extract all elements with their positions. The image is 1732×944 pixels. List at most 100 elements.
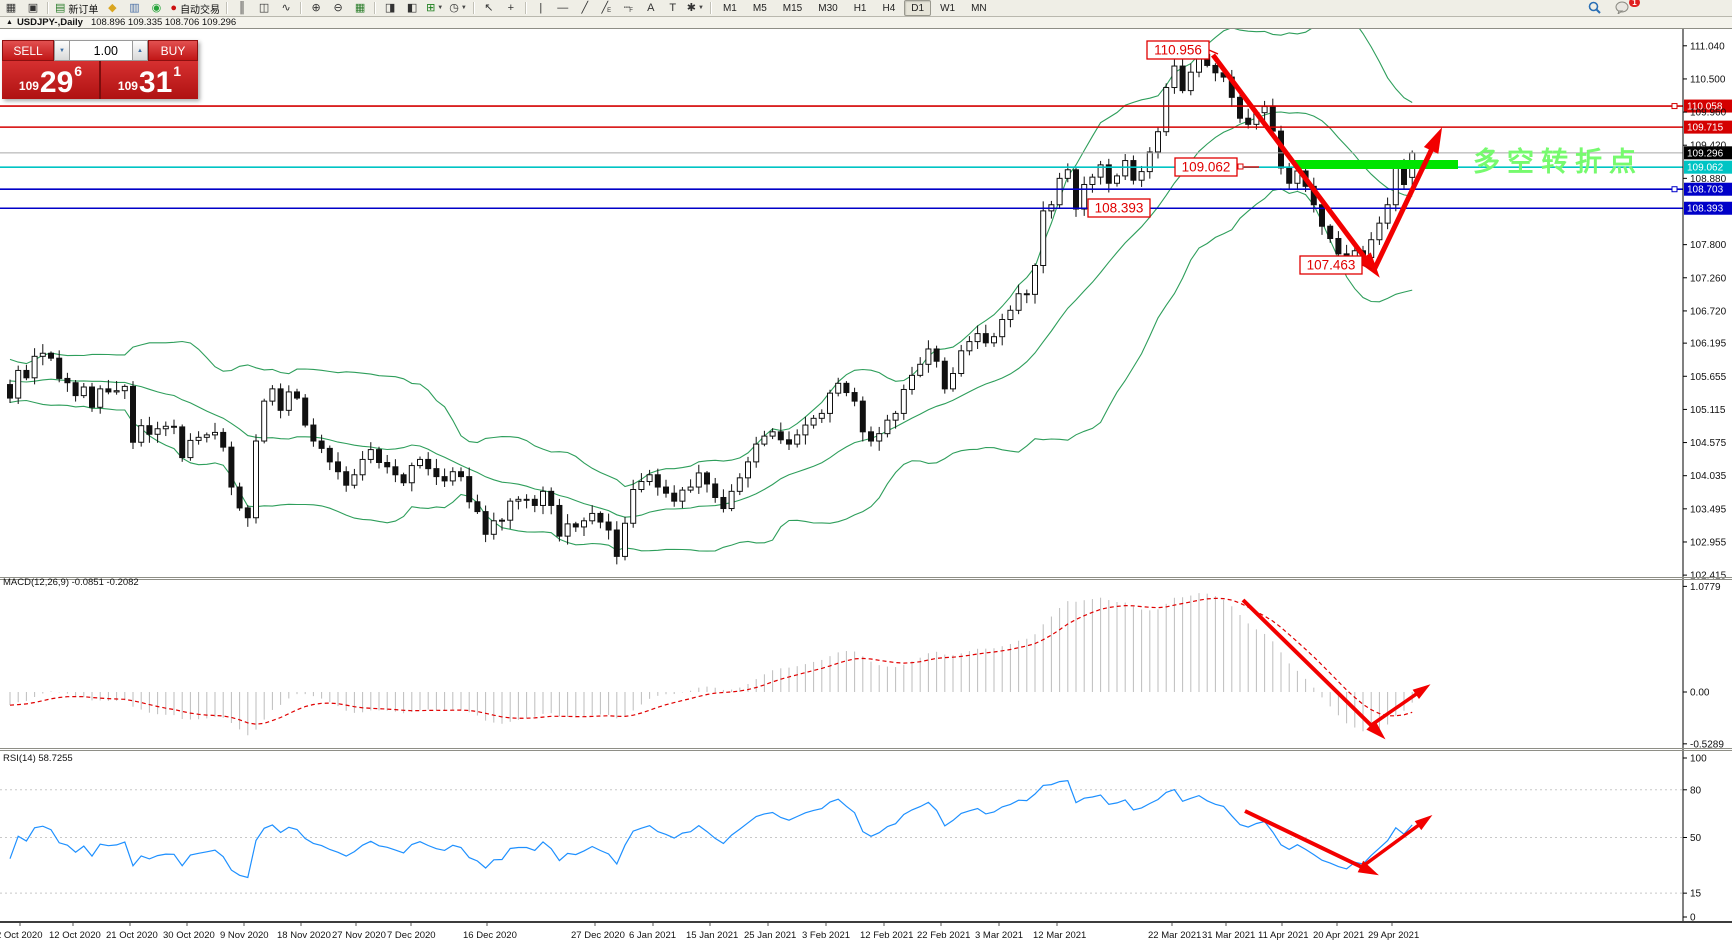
line-selection-handle[interactable] [1671,186,1678,193]
panel-separator[interactable] [0,748,1732,749]
data-window-icon[interactable]: ▥ [129,2,140,14]
search-icon[interactable] [1588,1,1608,15]
date-axis-label: 27 Dec 2020 [571,930,625,941]
candle-down [64,377,71,384]
timeframe-mn-button[interactable]: MN [971,2,987,14]
panel-separator[interactable] [0,577,1732,578]
candle-down [605,521,612,531]
sell-button[interactable]: SELL [2,40,54,61]
timeframe-m30-button[interactable]: M30 [818,2,838,14]
candle-down [868,431,874,442]
toolbar-separator [374,2,377,14]
macd-histogram [9,593,1413,736]
equidistant-channel-icon[interactable]: ╱ E [601,2,612,14]
cjk-annotation-text[interactable]: 多空转折点 [1473,146,1643,177]
candle-up [15,369,22,399]
timeframe-m15-button[interactable]: M15 [782,2,803,14]
candle-up [1056,177,1063,206]
timeframe-w1-button[interactable]: W1 [940,2,956,14]
bar-chart-icon[interactable]: ║ [238,2,246,14]
candle-up [212,431,218,436]
metaeditor-icon[interactable]: ◆ [108,2,117,14]
sell-price-display[interactable]: 109 29 6 [2,61,101,99]
price-badge-text: 110.058 [1687,102,1723,113]
candle-up [203,434,210,438]
timeframe-d1-button[interactable]: D1 [904,0,932,16]
timeframe-m1-button[interactable]: M1 [722,2,737,14]
line-selection-handle[interactable] [1671,103,1678,110]
main-down-arrow[interactable] [1210,53,1380,278]
label-icon[interactable]: T [669,2,677,14]
candle-down [597,512,604,523]
support-price-tag[interactable]: 108.393 [1087,198,1151,218]
rsi-indicator-label: RSI(14) 58.7255 [3,753,73,764]
volume-input[interactable]: 1.00 [70,40,132,61]
symbol-ohlc-bar[interactable]: ▲ USDJPY-,Daily 108.896 109.335 108.706 … [0,17,1732,29]
date-axis-label: 16 Dec 2020 [463,930,517,941]
timeframe-h1-button[interactable]: H1 [853,2,867,14]
crosshair-icon[interactable]: + [507,2,515,14]
rsi-axis-tick: 100 [1690,754,1707,765]
date-axis-label: 18 Nov 2020 [277,930,331,941]
panel-separator[interactable] [0,579,1732,580]
timeframe-h4-button[interactable]: H4 [882,2,896,14]
trendline-icon[interactable]: ╱ [581,2,589,14]
line-chart-icon[interactable]: ∿ [281,2,291,14]
zoom-out-icon[interactable]: ⊖ [333,2,343,14]
turning-point-bar[interactable] [1295,160,1458,169]
vertical-line-icon[interactable]: | [539,2,543,14]
buy-button[interactable]: BUY [148,40,198,61]
new-order-button[interactable]: ▤ 新订单 [55,2,99,16]
rsi-down-arrow[interactable] [1244,809,1379,876]
peak-price-tag[interactable]: 110.956 [1146,40,1210,60]
candle-down [1286,167,1293,184]
candle-up [950,373,956,390]
fibonacci-icon[interactable]: ┄ F [623,2,633,14]
candle-down [663,486,669,494]
candle-up [917,363,924,376]
bottom-price-tag[interactable]: 107.463 [1299,255,1363,275]
new-chart-icon[interactable]: ▦ [5,2,17,14]
candlestick-icon[interactable]: ◫ [258,2,270,14]
periods-icon[interactable]: ◷ ▼ [449,2,467,14]
indicators-add-icon[interactable]: ⊞ ▼ [426,2,444,14]
arrange-windows-icon[interactable]: ◧ [406,2,418,14]
date-axis-label: 15 Jan 2021 [686,930,738,941]
arrows-tool-icon[interactable]: ✱ ▼ [686,2,704,14]
community-chat-icon[interactable]: 1 [1615,0,1640,15]
macd-up-arrow[interactable] [1369,684,1431,728]
candle-up [687,486,694,491]
candle-up [794,434,801,445]
rsi-up-arrow[interactable] [1361,815,1433,868]
candle-down [474,501,481,513]
auto-trading-button[interactable]: ● 自动交易 [170,2,221,16]
main-up-arrow[interactable] [1371,127,1443,272]
candle-down [1105,164,1112,184]
cursor-icon[interactable]: ↖ [484,2,494,14]
tile-windows-icon[interactable]: ▦ [354,2,366,14]
horizontal-line-icon[interactable]: — [557,2,569,14]
candle-up [589,512,596,522]
candle-down [712,483,719,498]
price-axis-tick: 107.260 [1690,273,1727,284]
panel-separator[interactable] [0,750,1732,751]
cascade-windows-icon[interactable]: ◨ [384,2,396,14]
bollinger-upper-band [9,15,1413,488]
candle-down [548,490,555,506]
zoom-in-icon[interactable]: ⊕ [311,2,321,14]
profiles-icon[interactable]: ▣ [27,2,39,14]
buy-price-display[interactable]: 109 31 1 [101,61,198,99]
candle-up [638,481,645,491]
level-price-tag[interactable]: 109.062 [1174,157,1259,177]
timeframe-m5-button[interactable]: M5 [752,2,767,14]
text-icon[interactable]: A [647,2,655,14]
one-click-collapse-icon[interactable]: ▲ [6,19,13,26]
chart-symbol-title: USDJPY-,Daily [16,17,83,28]
signals-icon[interactable]: ◉ [151,2,162,14]
price-badge [1684,182,1732,196]
candle-down [1245,117,1252,125]
candle-up [39,352,46,357]
volume-down-button[interactable]: ▼ [54,40,70,61]
volume-up-button[interactable]: ▲ [132,40,148,61]
